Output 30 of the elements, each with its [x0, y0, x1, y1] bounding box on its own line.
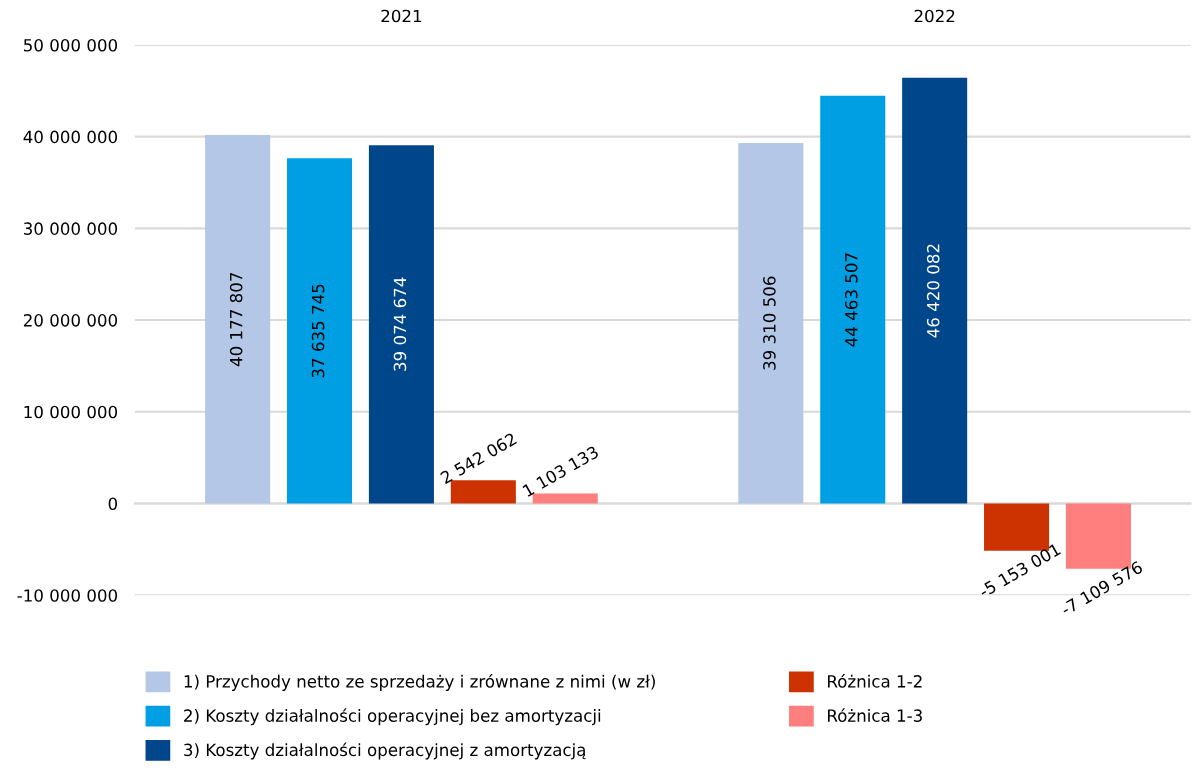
data-label: 40 177 807 [229, 272, 243, 367]
legend-label: 2) Koszty działalności operacyjnej bez amortyzacji [184, 708, 601, 726]
legend-label: Różnica 1-3 [828, 708, 922, 722]
x-tick-label: 2022 [914, 9, 955, 23]
data-label: 1 103 133 [522, 445, 600, 498]
bar [286, 158, 353, 504]
data-label: 44 463 507 [844, 253, 858, 347]
legend-label: 3) Koszty działalności operacyjnej z amortyzacją [184, 742, 586, 760]
bar [902, 77, 968, 504]
y-tick-label: 10 000 000 [24, 405, 118, 419]
y-tick-label: 50 000 000 [24, 38, 118, 52]
bar [738, 142, 804, 504]
data-label: 46 420 082 [926, 244, 940, 338]
legend-label: Różnica 1-2 [828, 674, 922, 688]
data-label: 39 310 506 [763, 276, 776, 370]
data-label: 39 074 674 [393, 277, 407, 371]
y-tick-label: 0 [108, 497, 118, 511]
y-tick-label: 30 000 000 [23, 222, 118, 235]
bar [368, 145, 434, 504]
y-tick-label: 20 000 000 [23, 314, 118, 327]
legend-label: 1) Przychody netto ze sprzedaży i zrównane z nimi (w zł) [184, 674, 655, 691]
bar [820, 95, 886, 504]
x-tick-label: 2021 [381, 9, 422, 23]
data-label: -5 153 001 [978, 542, 1062, 598]
data-label: 2 542 062 [439, 432, 517, 485]
data-label: -7 109 576 [1059, 560, 1144, 616]
data-label: 37 635 745 [311, 284, 325, 378]
y-tick-label: 40 000 000 [23, 130, 118, 144]
y-tick-label: -10 000 000 [17, 589, 118, 602]
bar [205, 135, 271, 504]
